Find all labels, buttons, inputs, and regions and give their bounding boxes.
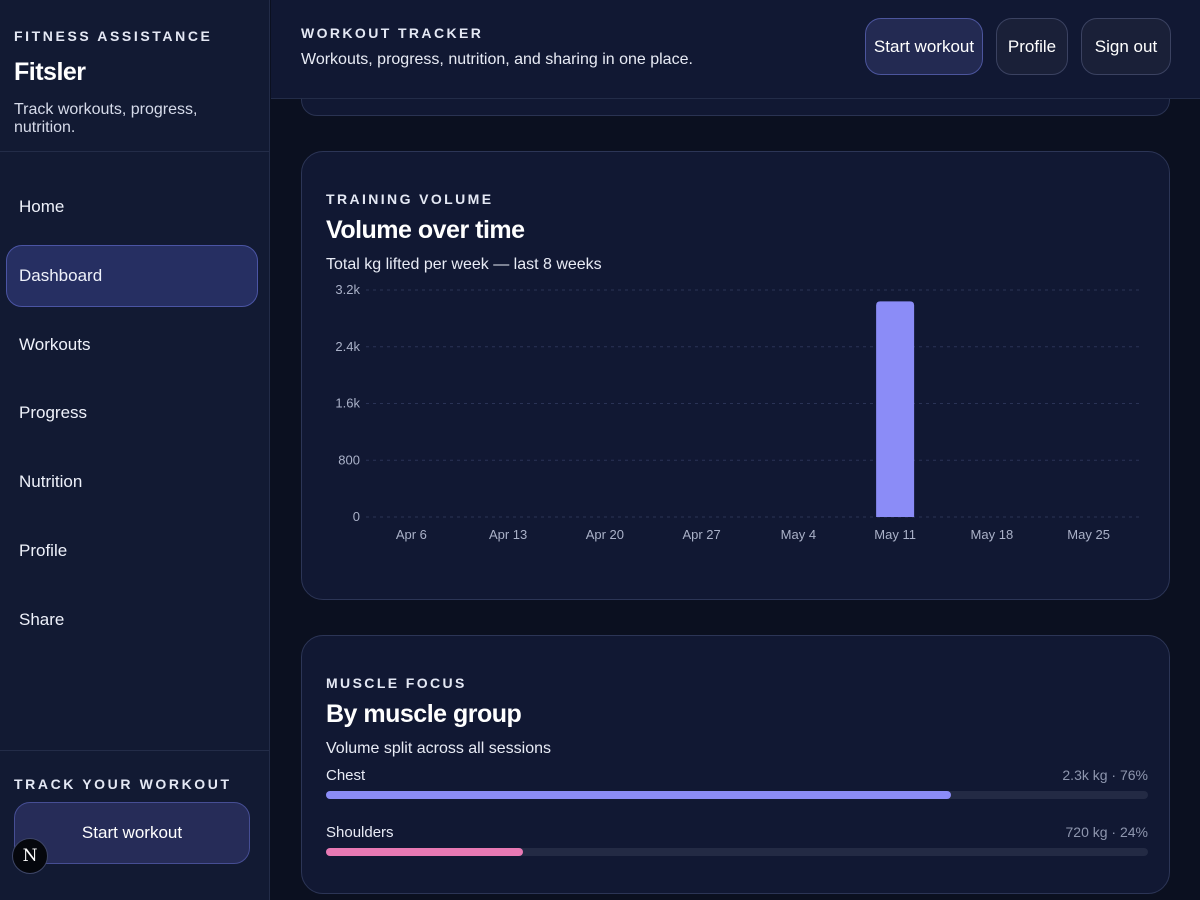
volume-eyebrow: TRAINING VOLUME [326, 191, 494, 207]
x-tick-label: May 11 [874, 527, 916, 542]
brand-block: FITNESS ASSISTANCE Fitsler Track workout… [0, 0, 269, 152]
topbar-eyebrow: WORKOUT TRACKER [301, 25, 484, 41]
sidebar-item-home[interactable]: Home [6, 176, 258, 238]
muscle-bar-fill-chest [326, 791, 951, 799]
volume-subtitle: Total kg lifted per week — last 8 weeks [326, 256, 602, 273]
topbar-subtitle: Workouts, progress, nutrition, and shari… [301, 51, 693, 68]
muscle-title: By muscle group [326, 700, 522, 728]
sidebar-item-workouts[interactable]: Workouts [6, 314, 258, 376]
sidebar-item-profile[interactable]: Profile [6, 520, 258, 582]
muscle-card: MUSCLE FOCUS By muscle group Volume spli… [301, 635, 1170, 894]
x-tick-label: May 18 [971, 527, 1014, 542]
volume-bar-chart: 0 800 1.6k 2.4k 3.2k Apr 6 Apr 13 Apr 20 Apr 27 M… [335, 282, 1140, 542]
muscle-name: Chest [326, 767, 366, 784]
muscle-name: Shoulders [326, 824, 394, 841]
x-tick-label: Apr 6 [396, 527, 427, 542]
sidebar-item-label: Workouts [19, 334, 91, 354]
sidebar-nav: Home Dashboard Workouts Progress Nutriti… [6, 176, 258, 658]
x-tick-label: Apr 27 [682, 527, 720, 542]
brand-subtitle: Track workouts, progress, nutrition. [14, 101, 198, 136]
profile-button[interactable]: Profile [996, 18, 1068, 75]
sidebar-footer: TRACK YOUR WORKOUT Start workout [0, 750, 270, 900]
sidebar-item-label: Home [19, 197, 65, 216]
sidebar-item-nutrition[interactable]: Nutrition [6, 451, 258, 513]
track-eyebrow: TRACK YOUR WORKOUT [14, 776, 232, 792]
bar-may-11[interactable] [876, 301, 915, 517]
muscle-eyebrow: MUSCLE FOCUS [326, 675, 467, 691]
x-tick-label: Apr 13 [489, 527, 527, 542]
sidebar-item-label: Nutrition [19, 472, 83, 492]
app-title[interactable]: Fitsler [14, 58, 86, 86]
sign-out-button[interactable]: Sign out [1081, 18, 1171, 75]
volume-title: Volume over time [326, 216, 525, 244]
muscle-subtitle: Volume split across all sessions [326, 740, 551, 757]
muscle-bar-fill-shoulders [326, 848, 524, 856]
x-tick-label: May 4 [781, 527, 816, 542]
main-content: WORKOUT TRACKER Workouts, progress, nutr… [271, 0, 1200, 900]
sidebar-start-workout-button[interactable]: Start workout [14, 802, 250, 864]
muscle-value: 2.3k kg · 76% [1062, 767, 1148, 783]
volume-card: TRAINING VOLUME Volume over time Total k… [301, 151, 1170, 600]
muscle-value: 720 kg · 24% [1065, 824, 1149, 840]
sidebar-item-label: Profile [19, 540, 68, 560]
n-logo-badge[interactable]: N [12, 838, 48, 874]
sidebar: FITNESS ASSISTANCE Fitsler Track workout… [0, 0, 270, 900]
muscle-bar-track [326, 791, 1148, 799]
sidebar-item-label: Share [19, 609, 65, 629]
y-tick-label: 2.4k [335, 339, 360, 354]
y-tick-label: 1.6k [335, 396, 360, 411]
y-tick-label: 800 [338, 452, 360, 467]
sidebar-item-label: Progress [19, 403, 88, 423]
sidebar-item-dashboard[interactable]: Dashboard [6, 244, 258, 307]
x-tick-label: May 25 [1067, 527, 1110, 542]
sidebar-item-progress[interactable]: Progress [6, 382, 258, 444]
topbar: WORKOUT TRACKER Workouts, progress, nutr… [271, 0, 1200, 99]
y-tick-label: 0 [353, 509, 360, 524]
sidebar-item-share[interactable]: Share [6, 589, 258, 651]
brand-eyebrow: FITNESS ASSISTANCE [14, 28, 213, 44]
muscle-bar-track [326, 848, 1148, 856]
x-tick-label: Apr 20 [586, 527, 624, 542]
y-tick-label: 3.2k [335, 282, 360, 297]
start-workout-button[interactable]: Start workout [865, 18, 983, 75]
sidebar-item-label: Dashboard [19, 265, 103, 285]
